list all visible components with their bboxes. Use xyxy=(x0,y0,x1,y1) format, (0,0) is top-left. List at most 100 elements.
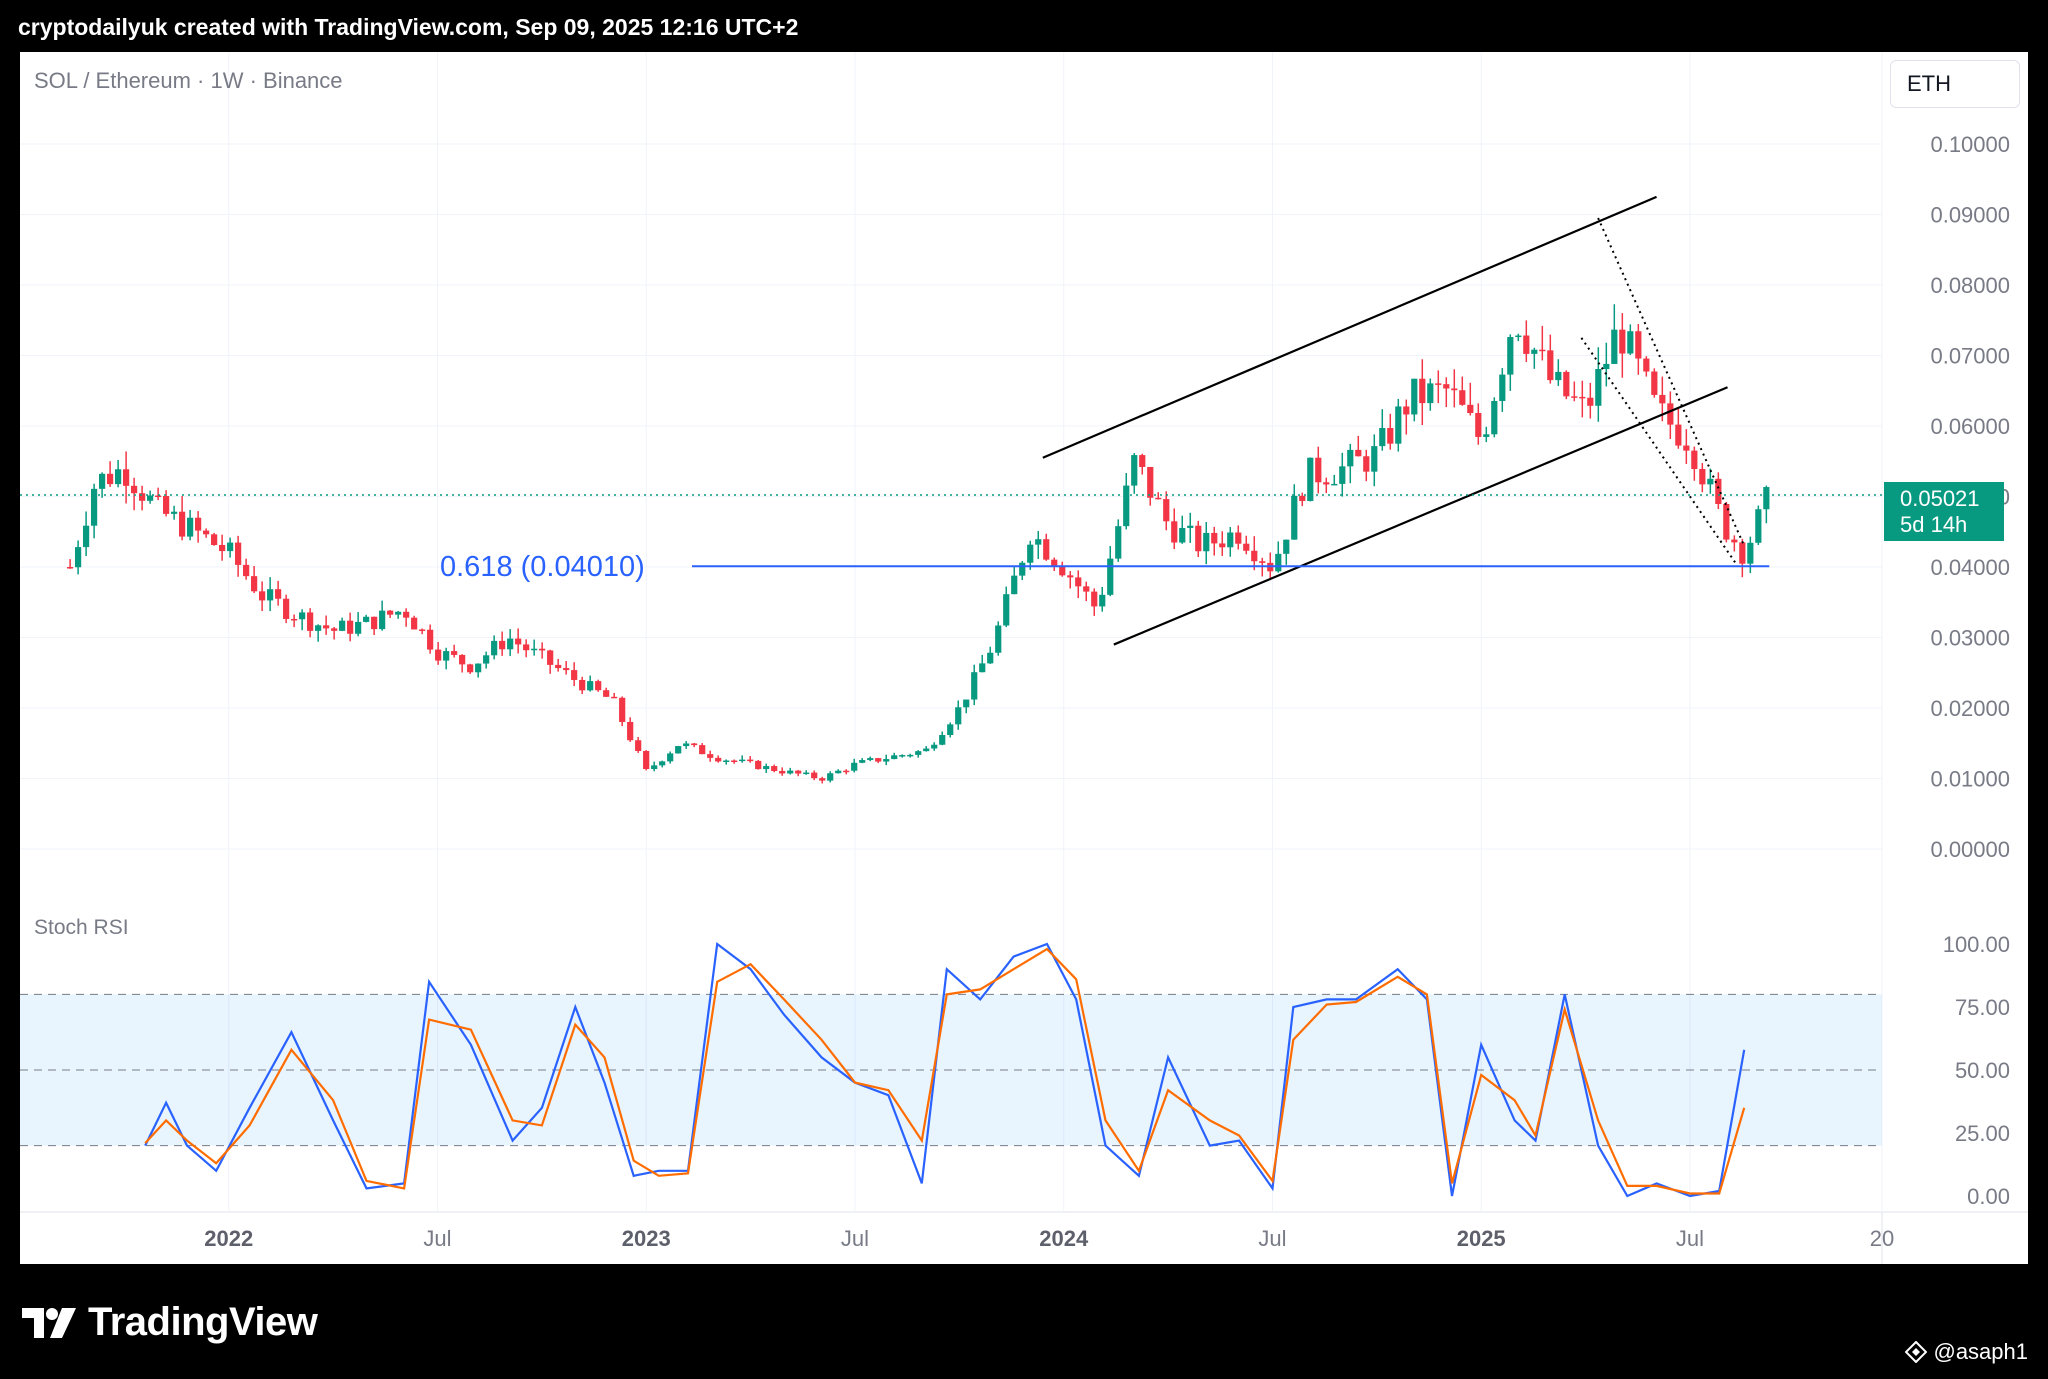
stoch-tick-label: 50.00 xyxy=(1955,1058,2010,1083)
price-tick-label: 0.04000 xyxy=(1930,555,2010,580)
candle-down xyxy=(611,696,618,699)
stoch-tick-label: 0.00 xyxy=(1967,1184,2010,1209)
candle-down xyxy=(1171,521,1178,543)
candle-up xyxy=(1107,558,1114,595)
candle-down xyxy=(547,650,554,665)
time-tick-label: Jul xyxy=(423,1226,451,1251)
candle-down xyxy=(403,611,410,618)
candle-down xyxy=(1739,542,1746,564)
candle-up xyxy=(923,748,930,752)
candle-up xyxy=(659,761,666,766)
candle-up xyxy=(955,707,962,725)
stoch-k-line xyxy=(144,941,1746,1198)
candle-up xyxy=(299,612,306,620)
price-tick-label: 0.03000 xyxy=(1930,626,2010,651)
author-name: @asaph1 xyxy=(1933,1339,2028,1364)
stoch-tick-label: 75.00 xyxy=(1955,995,2010,1020)
candle-down xyxy=(219,545,226,552)
candle-down xyxy=(699,745,706,755)
candle-down xyxy=(179,511,186,537)
candle-down xyxy=(1715,478,1722,504)
candle-up xyxy=(651,765,658,770)
candle-up xyxy=(339,620,346,631)
candle-down xyxy=(747,759,754,762)
candle-down xyxy=(1459,390,1466,405)
candle-down xyxy=(163,496,170,514)
price-tick-label: 0.06000 xyxy=(1930,414,2010,439)
candle-up xyxy=(1203,532,1210,552)
candle-up xyxy=(267,589,274,601)
candle-up xyxy=(1611,329,1618,364)
currency-button[interactable]: ETH xyxy=(1890,60,2020,108)
candle-down xyxy=(603,690,610,697)
channel-trendline xyxy=(1042,195,1657,459)
candle-down xyxy=(1363,456,1370,472)
candle-down xyxy=(131,485,138,494)
candle-down xyxy=(1635,331,1642,359)
indicator-label: Stoch RSI xyxy=(34,916,129,939)
candle-down xyxy=(795,770,802,774)
candle-up xyxy=(683,743,690,747)
candle-up xyxy=(971,672,978,700)
candle-down xyxy=(275,589,282,599)
candle-up xyxy=(1379,427,1386,447)
candle-down xyxy=(1571,396,1578,398)
candle-down xyxy=(1403,406,1410,415)
candle-down xyxy=(211,534,218,546)
candle-down xyxy=(1147,466,1154,498)
candle-up xyxy=(171,511,178,514)
candle-up xyxy=(1763,487,1770,510)
candle-down xyxy=(371,616,378,630)
candle-up xyxy=(1115,526,1122,559)
candle-down xyxy=(387,610,394,615)
candle-up xyxy=(1555,371,1562,381)
candle-down xyxy=(515,638,522,645)
price-chart[interactable]: 0.10000 0.09000 0.08000 0.07000 0.06000 0.050… xyxy=(20,52,2028,1264)
stoch-tick-label: 100.00 xyxy=(1943,932,2010,957)
candle-up xyxy=(1011,575,1018,595)
candle-up xyxy=(763,766,770,770)
price-tick-label: 0.01000 xyxy=(1930,767,2010,792)
candle-up xyxy=(483,655,490,664)
candle-up xyxy=(99,473,106,489)
candle-down xyxy=(1211,532,1218,544)
candle-up xyxy=(1507,337,1514,375)
candle-down xyxy=(155,495,162,498)
candle-down xyxy=(139,493,146,501)
candle-up xyxy=(315,625,322,631)
candle-down xyxy=(1651,371,1658,395)
candle-up xyxy=(1291,495,1298,540)
price-tick-label: 0.00000 xyxy=(1930,837,2010,862)
candle-down xyxy=(1587,397,1594,406)
candle-up xyxy=(147,495,154,501)
candle-down xyxy=(1475,412,1482,437)
candle-down xyxy=(251,576,258,592)
candle-up xyxy=(187,517,194,537)
candle-down xyxy=(635,740,642,751)
time-tick-label: 2022 xyxy=(204,1226,253,1251)
candle-up xyxy=(667,753,674,762)
tradingview-logo[interactable]: TradingView xyxy=(22,1300,318,1345)
candle-up xyxy=(355,621,362,634)
candle-up xyxy=(987,652,994,664)
candle-up xyxy=(803,772,810,775)
candle-down xyxy=(1387,427,1394,444)
candle-down xyxy=(323,625,330,629)
candle-down xyxy=(1539,349,1546,352)
candle-up xyxy=(1099,594,1106,607)
candle-down xyxy=(459,654,466,665)
candle-up xyxy=(491,640,498,656)
candle-down xyxy=(1355,449,1362,457)
candle-down xyxy=(643,750,650,770)
candle-down xyxy=(1563,371,1570,397)
current-price-badge: 0.05021 5d 14h xyxy=(1884,482,2004,541)
candle-up xyxy=(1187,525,1194,528)
candle-up xyxy=(675,746,682,754)
candle-down xyxy=(1731,539,1738,543)
candle-down xyxy=(1547,350,1554,381)
candle-up xyxy=(1179,527,1186,543)
dotted-trendline xyxy=(1580,337,1737,565)
candle-up xyxy=(475,663,482,673)
chart-frame[interactable]: 0.10000 0.09000 0.08000 0.07000 0.06000 0.050… xyxy=(20,52,2028,1264)
fib-level-label: 0.618 (0.04010) xyxy=(440,551,645,583)
